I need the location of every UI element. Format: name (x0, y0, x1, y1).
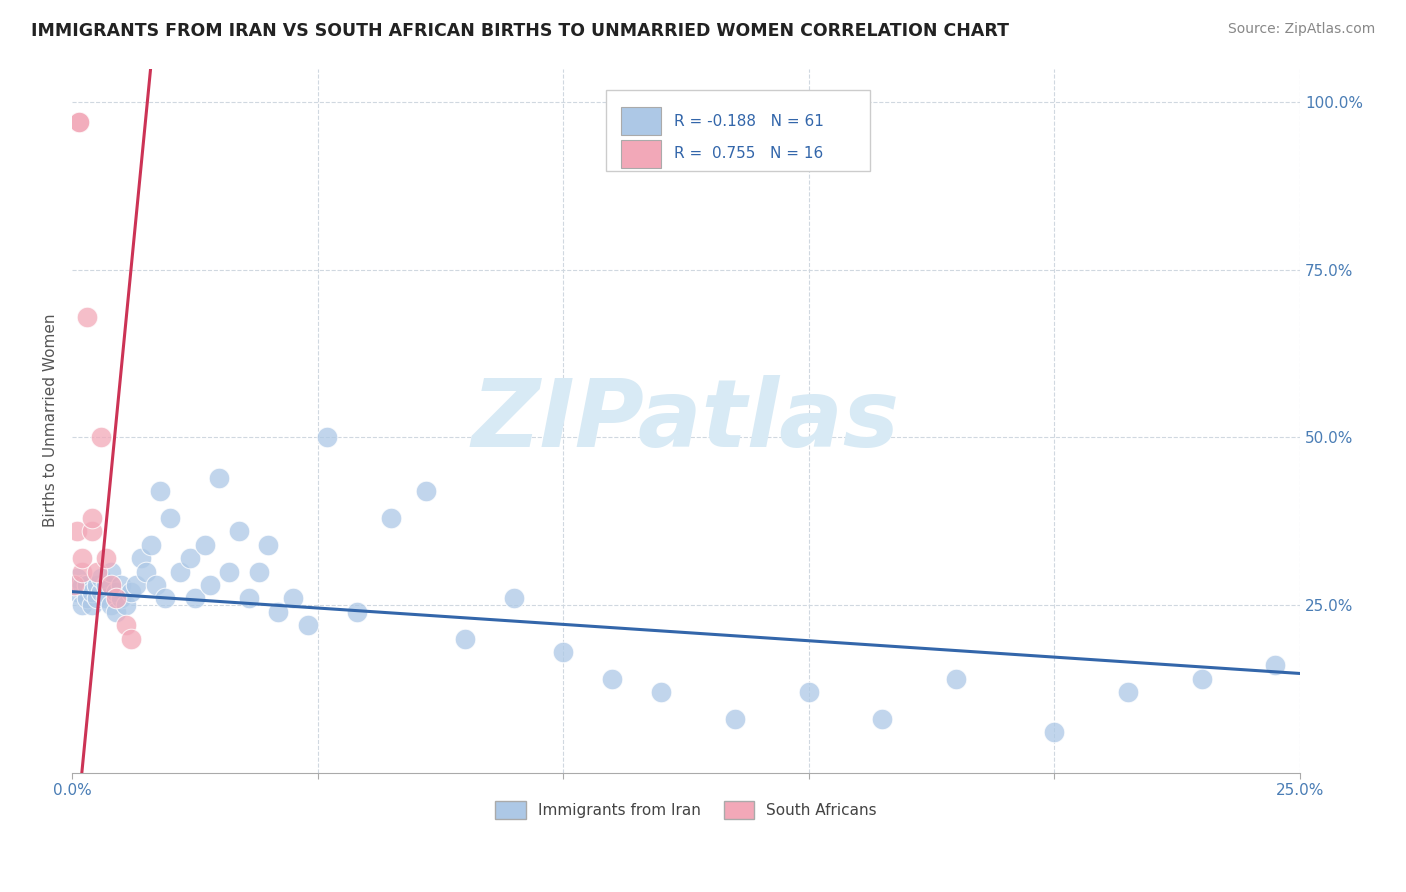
Point (724, 712, 747, 726)
Point (238, 591, 260, 606)
Point (129, 551, 152, 566)
Point (145, 578, 167, 592)
Point (228, 524, 250, 539)
Point (1191, 672, 1213, 686)
Point (76, 310, 98, 324)
Point (115, 598, 138, 612)
Point (70, 578, 93, 592)
Point (76, 578, 98, 592)
Legend: Immigrants from Iran, South Africans: Immigrants from Iran, South Africans (489, 795, 883, 825)
Point (120, 584, 142, 599)
Point (135, 565, 157, 579)
Point (208, 470, 231, 484)
Point (415, 484, 437, 499)
Point (96, 578, 118, 592)
Point (70, 598, 93, 612)
Text: ZIPatlas: ZIPatlas (472, 375, 900, 467)
Point (70, 551, 93, 566)
Point (96, 551, 118, 566)
Point (96, 591, 118, 606)
Point (184, 591, 207, 606)
Point (67, 115, 90, 129)
Point (80, 511, 103, 525)
Point (80, 524, 103, 539)
Point (125, 578, 148, 592)
Point (257, 538, 280, 552)
Point (247, 565, 270, 579)
Point (86, 591, 108, 606)
Point (100, 578, 122, 592)
Point (945, 672, 967, 686)
Point (797, 685, 820, 699)
Point (90, 571, 112, 585)
Point (346, 605, 368, 619)
Point (650, 685, 672, 699)
Point (66, 524, 89, 539)
Point (169, 565, 191, 579)
Point (80, 598, 103, 612)
Point (86, 578, 108, 592)
Point (281, 591, 304, 606)
Point (380, 511, 402, 525)
Point (1264, 658, 1286, 673)
Point (63, 578, 86, 592)
Point (159, 511, 181, 525)
FancyBboxPatch shape (606, 90, 870, 170)
Point (105, 584, 128, 599)
Point (90, 584, 112, 599)
Point (105, 605, 128, 619)
Point (602, 672, 624, 686)
Point (194, 538, 217, 552)
Point (120, 632, 142, 646)
Point (553, 645, 575, 659)
Bar (621, 140, 661, 168)
Point (198, 578, 221, 592)
Point (76, 591, 98, 606)
Point (70, 565, 93, 579)
Point (149, 484, 172, 499)
Point (66, 571, 89, 585)
Point (100, 598, 122, 612)
Point (67, 115, 90, 129)
Text: R =  0.755   N = 16: R = 0.755 N = 16 (673, 146, 823, 161)
Point (90, 430, 112, 444)
Point (80, 584, 103, 599)
Point (1043, 725, 1066, 739)
Text: Source: ZipAtlas.com: Source: ZipAtlas.com (1227, 22, 1375, 37)
Text: IMMIGRANTS FROM IRAN VS SOUTH AFRICAN BIRTHS TO UNMARRIED WOMEN CORRELATION CHAR: IMMIGRANTS FROM IRAN VS SOUTH AFRICAN BI… (31, 22, 1010, 40)
Point (872, 712, 894, 726)
Point (66, 584, 89, 599)
Point (454, 632, 477, 646)
Point (155, 591, 177, 606)
Point (297, 618, 319, 632)
Point (267, 605, 290, 619)
Point (503, 591, 526, 606)
Point (1116, 685, 1139, 699)
Point (115, 618, 138, 632)
Point (105, 591, 128, 606)
Point (110, 591, 132, 606)
Text: R = -0.188   N = 61: R = -0.188 N = 61 (673, 114, 824, 128)
Point (316, 430, 339, 444)
Point (139, 538, 162, 552)
Point (110, 578, 132, 592)
Point (218, 565, 240, 579)
Point (100, 565, 122, 579)
Bar (621, 107, 661, 136)
Y-axis label: Births to Unmarried Women: Births to Unmarried Women (44, 314, 58, 527)
Point (179, 551, 201, 566)
Point (86, 565, 108, 579)
